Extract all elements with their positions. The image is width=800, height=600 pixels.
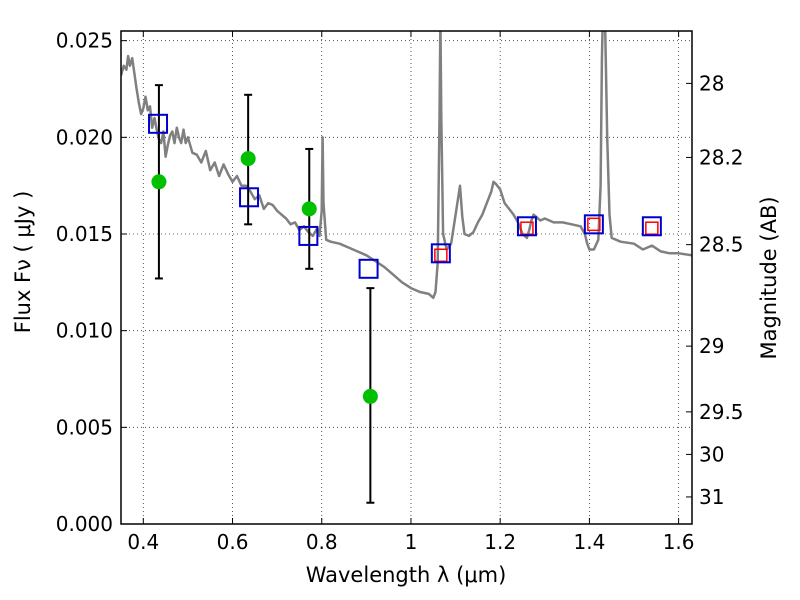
model-blue-square	[358, 258, 379, 279]
y-tick-label: 0.015	[56, 222, 113, 246]
y-axis-title: Flux Fν ( μJy )	[11, 191, 35, 334]
x-axis-title: Wavelength λ (μm)	[306, 563, 507, 587]
y-tick-label: 0.010	[56, 319, 113, 343]
right-tick-label: 28.5	[699, 233, 744, 257]
model-blue-square	[430, 243, 451, 264]
model-blue-square	[516, 216, 537, 237]
x-tick-label: 0.8	[306, 530, 338, 554]
x-tick-label: 0.6	[217, 530, 249, 554]
observed-point	[362, 388, 378, 404]
model-spectrum-layer	[121, 31, 692, 300]
model-red-square	[520, 221, 534, 235]
model-red-square	[434, 248, 448, 263]
spectrum-line	[121, 31, 692, 300]
y-tick-label: 0.025	[56, 29, 113, 53]
x-tick-label: 1.2	[484, 530, 516, 554]
observed-point	[151, 174, 167, 190]
right-tick-label: 28	[699, 71, 724, 95]
model-blue-square	[298, 225, 319, 246]
model-blue-square	[641, 216, 662, 237]
y-tick-label: 0.020	[56, 125, 113, 149]
model-blue-square	[148, 113, 169, 134]
x-tick-label: 1.6	[663, 530, 695, 554]
axis-ticks: 0.4 0.6 0.8 1 1.2 1.4 1.6 0.000 0.005 0.010 0.015 0…	[56, 29, 744, 554]
y-tick-label: 0.005	[56, 415, 113, 439]
plot-frame	[120, 30, 693, 525]
observed-points-layer	[151, 151, 378, 404]
observed-point	[240, 151, 256, 167]
right-tick-label: 29.5	[699, 400, 744, 424]
right-tick-label: 30	[699, 442, 724, 466]
right-tick-label: 28.2	[699, 145, 744, 169]
right-tick-label: 31	[699, 485, 724, 509]
observed-point	[301, 201, 317, 217]
model-squares-layer	[148, 113, 662, 279]
right-tick-label: 29	[699, 334, 724, 358]
x-tick-label: 0.4	[127, 530, 159, 554]
y-tick-label: 0.000	[56, 512, 113, 536]
x-tick-label: 1	[405, 530, 418, 554]
model-red-square	[587, 217, 601, 232]
x-tick-label: 1.4	[573, 530, 605, 554]
errorbar-layer	[154, 84, 375, 504]
right-axis-title: Magnitude (AB)	[757, 196, 781, 359]
model-blue-square	[583, 214, 604, 235]
model-blue-square	[239, 187, 260, 208]
model-red-square	[645, 221, 659, 235]
